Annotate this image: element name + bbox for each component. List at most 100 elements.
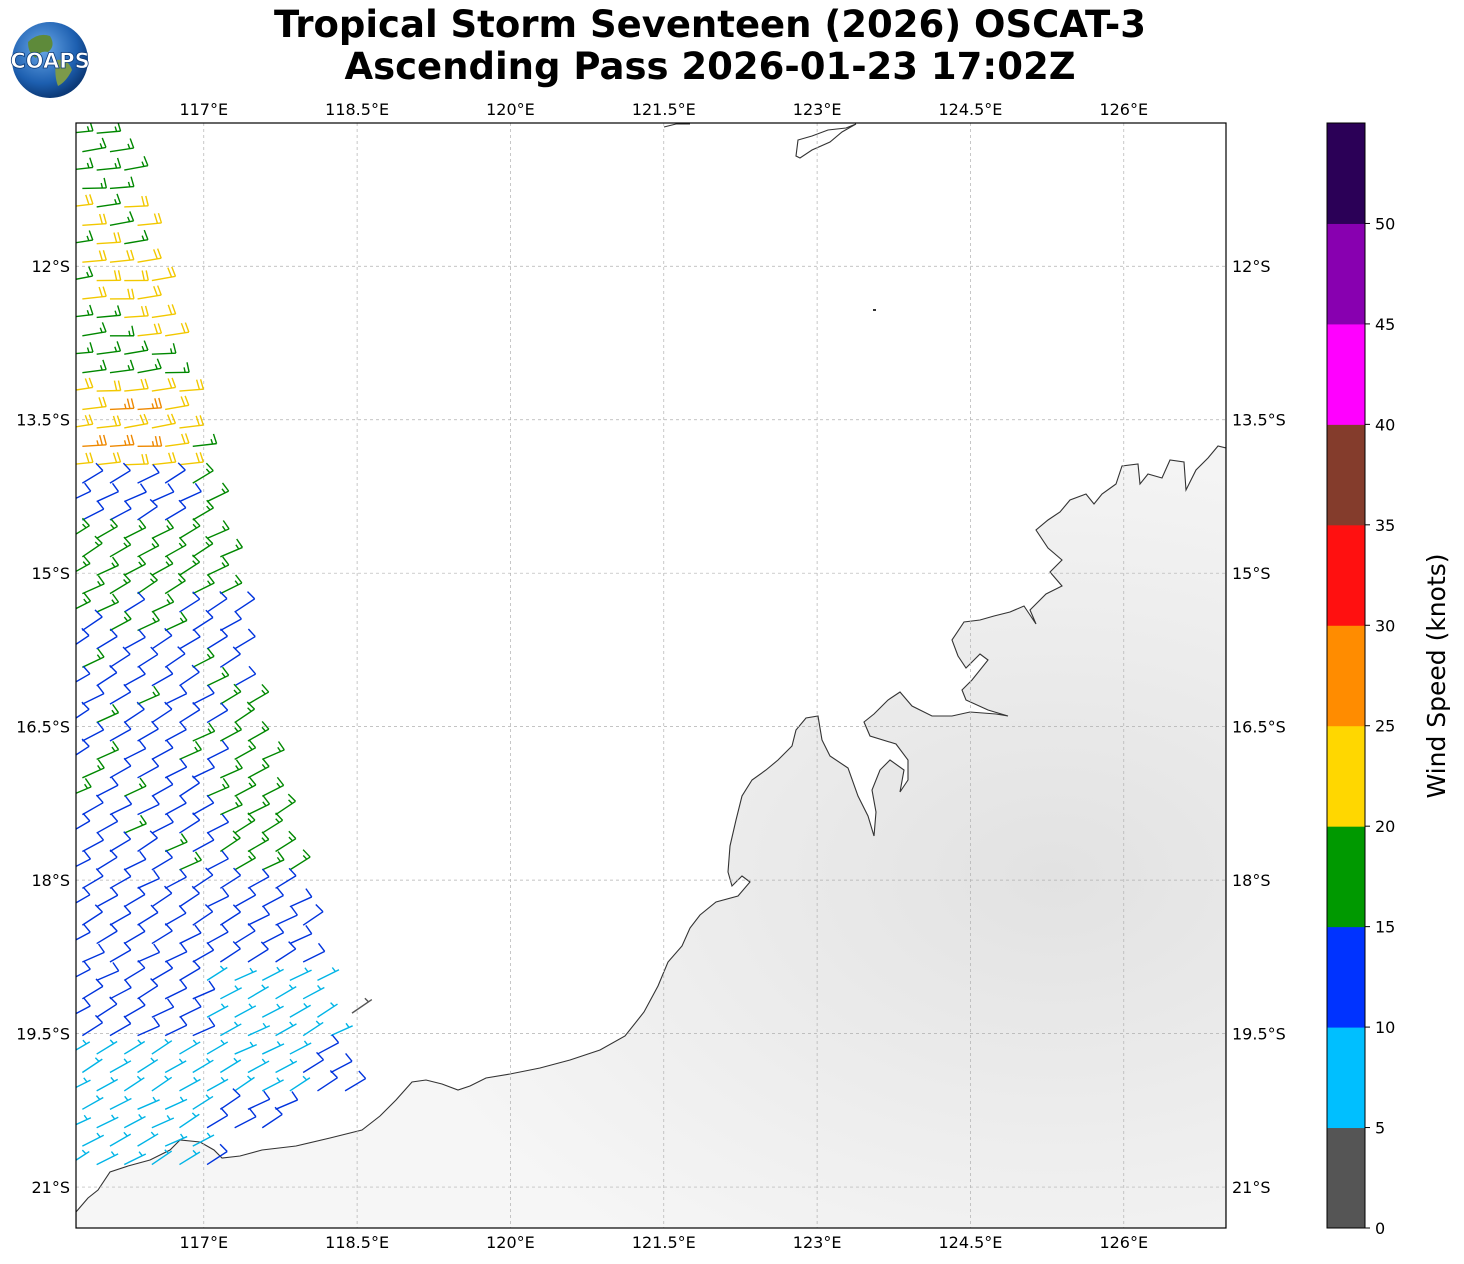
wind-barb — [164, 646, 186, 668]
wind-barb — [219, 1088, 241, 1110]
wind-barb — [123, 1151, 147, 1166]
lon-tick-label-top: 121.5°E — [632, 100, 696, 119]
wind-barb — [164, 758, 188, 779]
wind-barb — [96, 482, 120, 503]
wind-barb — [82, 250, 107, 263]
wind-barb — [289, 1040, 312, 1055]
wind-barb — [137, 611, 160, 632]
wind-barb — [96, 518, 119, 540]
wind-barb — [109, 979, 132, 1000]
wind-barb — [164, 1058, 187, 1074]
wind-barb — [137, 1096, 160, 1110]
axis-tick-labels: 117°E 117°E 118.5°E 118.5°E 120°E 120°E 121.5°… — [16, 100, 1286, 1252]
wind-barb — [192, 609, 214, 632]
wind-barb — [76, 886, 91, 904]
wind-barb — [151, 377, 177, 392]
colorbar-tick-label: 20 — [1375, 817, 1395, 836]
wind-barb — [123, 665, 146, 687]
wind-barb — [220, 985, 242, 1000]
wind-barb — [109, 1058, 132, 1074]
wind-barb — [123, 1039, 146, 1055]
lat-tick-label-right: 13.5°S — [1232, 411, 1286, 430]
lat-tick-label-left: 15°S — [31, 564, 70, 583]
wind-barb — [123, 886, 146, 908]
coast-fragment-north — [795, 123, 857, 159]
wind-barb — [219, 904, 242, 926]
wind-barb — [123, 701, 145, 724]
wind-barb — [247, 795, 271, 816]
colorbar-tick-label: 25 — [1375, 717, 1395, 736]
wind-barb — [234, 923, 256, 945]
colorbar-ticks: 0 5 10 15 20 25 30 35 40 45 50 — [1365, 214, 1395, 1238]
wind-barb — [76, 304, 94, 318]
lon-tick-label-top: 120°E — [486, 100, 535, 119]
colorbar-label: Wind Speed (knots) — [1422, 553, 1451, 798]
lon-tick-label-top: 124.5°E — [938, 100, 1002, 119]
wind-barb — [206, 850, 229, 871]
wind-barb — [206, 923, 229, 945]
wind-barb — [151, 1149, 173, 1166]
wind-barb — [76, 701, 90, 719]
wind-barb — [179, 775, 200, 797]
wind-barb — [275, 1021, 297, 1037]
wind-barb — [76, 377, 94, 391]
wind-barb — [351, 997, 373, 1014]
wind-barb — [109, 831, 132, 853]
wind-barb — [123, 777, 147, 797]
wind-barb — [151, 849, 173, 871]
wind-barb — [137, 397, 163, 411]
colorbar-tick-label: 35 — [1375, 516, 1395, 535]
wind-barb — [151, 923, 173, 945]
wind-barb — [82, 575, 105, 595]
wind-barb — [261, 851, 285, 871]
wind-barb — [81, 609, 103, 632]
wind-barb — [275, 1091, 299, 1110]
lat-tick-label-right: 18°S — [1232, 871, 1271, 890]
wind-barb — [179, 1112, 200, 1129]
wind-barb — [164, 943, 188, 963]
wind-barb — [192, 647, 215, 668]
wind-barb — [206, 520, 230, 540]
wind-barb — [179, 960, 201, 982]
wind-barb — [137, 720, 159, 742]
wind-barb — [82, 831, 105, 853]
wind-barb — [275, 941, 297, 963]
wind-barb — [192, 722, 216, 742]
colorbar-tick-label: 15 — [1375, 918, 1395, 937]
wind-barb — [206, 1039, 229, 1055]
wind-barb — [76, 997, 91, 1015]
wind-barb — [109, 536, 132, 558]
wind-barb — [179, 664, 200, 687]
wind-barb — [206, 887, 230, 908]
wind-barb — [96, 270, 122, 282]
wind-barb — [219, 830, 241, 853]
wind-barb — [179, 452, 204, 466]
wind-barb — [76, 850, 92, 868]
wind-barb — [206, 1003, 229, 1018]
wind-barb — [220, 721, 243, 742]
wind-barb — [82, 500, 105, 521]
wind-barb — [164, 572, 186, 595]
wind-barb — [164, 833, 188, 853]
wind-barb — [76, 482, 92, 500]
wind-barb — [109, 325, 135, 337]
wind-barb — [261, 966, 284, 982]
wind-barb — [76, 230, 94, 244]
wind-barb — [289, 925, 313, 945]
wind-barb — [123, 519, 147, 540]
wind-barb — [96, 628, 118, 650]
colorbar-segment — [1327, 725, 1365, 827]
wind-barb — [109, 795, 133, 816]
wind-barb — [151, 266, 177, 282]
wind-barb — [247, 683, 270, 705]
wind-barb — [96, 123, 122, 134]
wind-barb — [96, 1076, 119, 1092]
wind-barb — [234, 776, 257, 797]
wind-barb — [76, 1114, 92, 1126]
colorbar: 0 5 10 15 20 25 30 35 40 45 50 Wind Speed (knots) — [1326, 122, 1451, 1238]
coast-fragment-top — [663, 123, 690, 128]
wind-barb — [164, 685, 188, 705]
wind-barb — [109, 941, 132, 963]
wind-barb — [164, 979, 188, 1000]
wind-barb — [192, 1132, 215, 1147]
